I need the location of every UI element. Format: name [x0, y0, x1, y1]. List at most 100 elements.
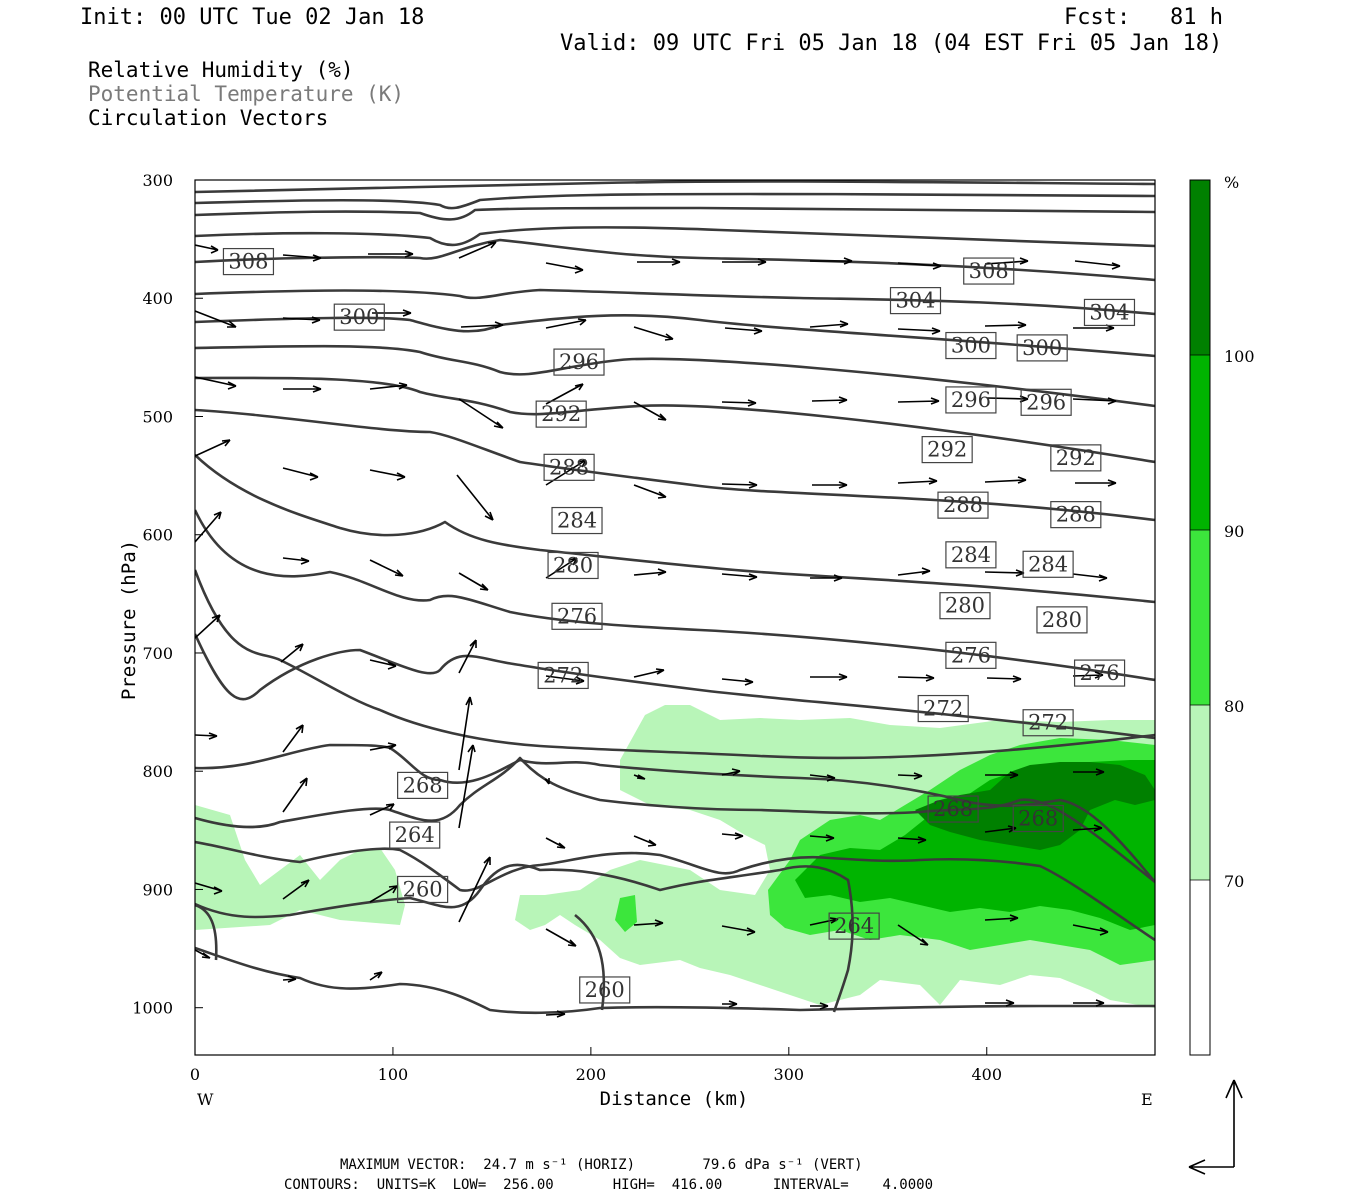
theta-contour-label-text: 300	[339, 305, 379, 329]
theta-contour-label: 272	[917, 694, 969, 723]
theta-contour-label: 272	[1022, 709, 1074, 737]
theta-contour-label-text: 280	[1042, 608, 1082, 632]
theta-contour-label: 276	[1073, 659, 1126, 687]
x-tick-label: 0	[190, 1065, 200, 1084]
theta-contour-label: 284	[551, 506, 603, 535]
reference-vector-icon	[1188, 1079, 1243, 1175]
theta-contour-label: 300	[333, 303, 385, 331]
theta-contour-label-text: 284	[1028, 552, 1068, 576]
west-label: W	[197, 1090, 214, 1109]
theta-contour-label-text: 272	[1028, 711, 1068, 735]
y-tick-label: 500	[142, 407, 173, 426]
theta-contour-label: 276	[551, 602, 603, 630]
theta-contour-label: 304	[1083, 298, 1136, 327]
theta-contour-label: 296	[553, 348, 605, 376]
forecast-hour: Fcst: 81 h	[1064, 5, 1223, 30]
theta-contour-label-text: 268	[1018, 807, 1058, 831]
rh-70-region	[195, 805, 405, 930]
contour-info: CONTOURS: UNITS=K LOW= 256.00 HIGH= 416.…	[284, 1177, 934, 1193]
legend-rh: Relative Humidity (%)	[88, 58, 354, 82]
theta-contour-label: 276	[945, 641, 997, 669]
theta-contour-label-text: 292	[541, 402, 581, 426]
theta-contour-label-text: 284	[951, 543, 991, 567]
x-tick-label: 300	[774, 1065, 805, 1084]
theta-contour-label-text: 276	[557, 604, 597, 628]
theta-contour-label: 288	[1050, 501, 1102, 529]
theta-contour-label-text: 288	[943, 493, 983, 517]
plot-frame	[194, 179, 1156, 1056]
theta-contour-label: 296	[1020, 388, 1072, 416]
y-tick-label: 600	[142, 526, 173, 545]
theta-contour-label-text: 260	[403, 877, 443, 901]
theta-contour-label: 292	[535, 400, 587, 428]
theta-contour-label-text: 304	[1089, 300, 1129, 324]
theta-contour-label-text: 296	[1026, 390, 1066, 414]
theta-contour-label-text: 308	[228, 250, 268, 274]
theta-contour-label-text: 304	[895, 289, 935, 313]
theta-contour-label: 264	[389, 821, 441, 849]
theta-contour-label-text: 264	[834, 914, 874, 938]
theta-contour-label: 284	[945, 541, 997, 569]
x-axis-title: Distance (km)	[600, 1088, 749, 1110]
theta-contour-label: 308	[963, 257, 1015, 285]
theta-contour-label-text: 260	[585, 978, 625, 1002]
theta-contour-label: 264	[828, 912, 880, 940]
theta-contour-label: 304	[889, 287, 942, 315]
x-tick-label: 200	[576, 1065, 607, 1084]
theta-contour-label: 268	[397, 771, 449, 800]
rh-80-spot	[615, 895, 637, 932]
theta-contour-label-text: 296	[951, 388, 991, 412]
init-time: Init: 00 UTC Tue 02 Jan 18	[80, 5, 425, 30]
theta-contour-label-text: 280	[945, 594, 985, 618]
colorbar-label-70: 70	[1224, 872, 1244, 891]
theta-contour-label-text: 276	[951, 643, 991, 667]
y-tick-label: 300	[142, 171, 173, 190]
theta-contour-label: 272	[537, 661, 589, 690]
theta-contour-label-text: 280	[553, 553, 593, 577]
theta-contour-label-text: 268	[403, 773, 443, 797]
legend-vectors: Circulation Vectors	[88, 106, 329, 130]
theta-contour-label-text: 292	[1056, 446, 1096, 470]
theta-contour-label: 280	[1036, 606, 1088, 634]
circulation-vectors	[195, 241, 1121, 1018]
theta-contour-label: 260	[397, 875, 449, 904]
y-tick-label: 900	[142, 880, 173, 899]
y-tick-label: 1000	[132, 999, 173, 1018]
theta-contour-label: 284	[1022, 550, 1074, 578]
colorbar-frame	[1189, 179, 1211, 1056]
x-tick-label: 400	[971, 1065, 1002, 1084]
colorbar-80	[1190, 530, 1210, 705]
theta-contour-label: 300	[1016, 334, 1068, 362]
x-tick-label: 100	[378, 1065, 409, 1084]
colorbar-unit: %	[1224, 173, 1239, 192]
theta-contour-label: 260	[579, 976, 631, 1004]
theta-contour-label-text: 288	[1056, 503, 1096, 527]
colorbar-90	[1190, 355, 1210, 530]
colorbar-label-100: 100	[1224, 347, 1255, 366]
theta-contour-label: 288	[937, 491, 989, 519]
theta-contour-label: 268	[1012, 804, 1064, 833]
theta-contours	[195, 180, 1155, 1015]
axes: 300 400 500 600 700 800 900 1000 0 100 200 300 400	[132, 171, 1002, 1084]
theta-contour-label-text: 276	[1080, 661, 1120, 685]
theta-contour-label-text: 272	[923, 697, 963, 721]
y-tick-label: 700	[142, 644, 173, 663]
rh-colorbar: % 100 90 80 70	[1189, 173, 1255, 1056]
east-label: E	[1141, 1090, 1153, 1109]
colorbar-label-90: 90	[1224, 522, 1244, 541]
theta-contour-label: 292	[1050, 444, 1102, 472]
colorbar-below	[1190, 880, 1210, 1055]
theta-contour-label-text: 292	[927, 438, 967, 462]
theta-contour-label: 292	[921, 435, 973, 464]
theta-contour-label-text: 308	[969, 259, 1009, 283]
theta-contour-label-text: 296	[559, 350, 599, 374]
theta-contour-label-text: 284	[557, 509, 597, 533]
theta-contour-label-text: 288	[549, 455, 589, 479]
y-tick-label: 800	[142, 762, 173, 781]
theta-contour-label: 296	[945, 386, 997, 414]
legend-theta: Potential Temperature (K)	[88, 82, 405, 106]
theta-contour-label: 280	[547, 551, 599, 580]
rh-shading	[195, 705, 1155, 1008]
colorbar-70	[1190, 705, 1210, 880]
